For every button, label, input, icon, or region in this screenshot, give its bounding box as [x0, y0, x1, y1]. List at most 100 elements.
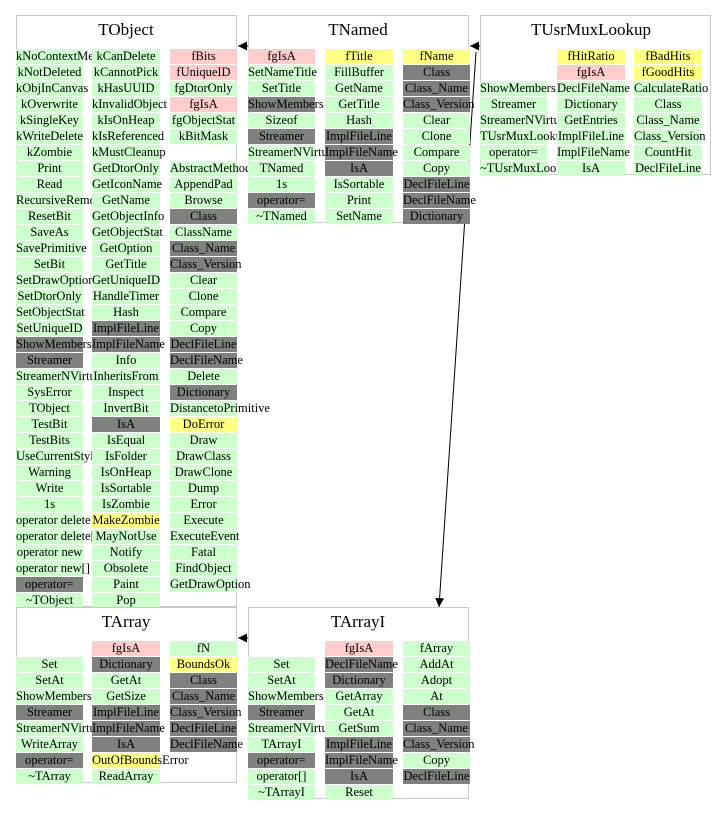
member-function: Hash — [325, 113, 393, 128]
member-function: kHasUUID — [92, 81, 160, 96]
member-function: operator= — [16, 577, 83, 592]
member-function: Hash — [92, 305, 160, 320]
link-tusrmuxlookup-tarrayi — [435, 51, 477, 608]
member-function: ClassName — [170, 225, 237, 240]
member-function: IsSortable — [325, 177, 393, 192]
data-member: fgIsA — [325, 641, 393, 656]
member-function: ImplFileLine — [92, 705, 160, 720]
member-function: Dictionary — [92, 657, 160, 672]
member-function: GetTitle — [92, 257, 160, 272]
member-function: Copy — [403, 161, 470, 176]
member-function: kWriteDelete — [16, 129, 83, 144]
member-function: kSingleKey — [16, 113, 83, 128]
member-function: At — [403, 689, 470, 704]
member-function: GetName — [325, 81, 393, 96]
class-title: TArrayI — [330, 612, 386, 631]
member-function: Browse — [170, 193, 237, 208]
member-function: Class_Version — [403, 737, 475, 752]
member-function: Compare — [403, 145, 470, 160]
member-function: Error — [170, 497, 237, 512]
member-function: DistancetoPrimitive — [170, 401, 270, 416]
data-member: MakeZombie — [92, 513, 160, 528]
member-function: StreamerNVirtual — [248, 721, 337, 736]
member-function: GetAt — [92, 673, 160, 688]
member-function: ~TArray — [16, 769, 83, 784]
member-function: SetUniqueID — [16, 321, 83, 336]
member-function: Dictionary — [325, 673, 393, 688]
member-function: Streamer — [248, 705, 315, 720]
member-function: Pop — [92, 593, 160, 608]
member-function: ~TNamed — [248, 209, 315, 224]
member-function: GetAt — [325, 705, 393, 720]
member-function: SetObjectStat — [16, 305, 85, 320]
member-function: Dump — [170, 481, 237, 496]
member-function: TestBit — [16, 417, 83, 432]
member-function: ImplFileName — [557, 145, 630, 160]
member-function: 1s — [16, 497, 83, 512]
member-function: DrawClass — [170, 449, 237, 464]
member-function: SetNameTitle — [248, 65, 317, 80]
member-function: SetAt — [248, 673, 315, 688]
member-function: Class_Name — [170, 241, 237, 256]
member-function: kIsOnHeap — [92, 113, 160, 128]
member-function: ShowMembers — [248, 689, 324, 704]
member-function: fN — [170, 641, 237, 656]
member-function: StreamerNVirtual — [16, 721, 105, 736]
member-function: 1s — [248, 177, 315, 192]
member-function: kNoContextMenu — [16, 49, 107, 64]
member-function: Inspect — [92, 385, 160, 400]
member-function: SetTitle — [248, 81, 315, 96]
member-function: Streamer — [16, 353, 83, 368]
member-function: Delete — [170, 369, 237, 384]
member-function: Streamer — [16, 705, 83, 720]
member-function: operator delete — [16, 513, 91, 528]
member-function: Class_Name — [634, 113, 702, 128]
member-function: UseCurrentStyle — [16, 449, 100, 464]
member-function: fgDtorOnly — [170, 81, 237, 96]
member-function: ~TUsrMuxLookup — [480, 161, 575, 176]
member-function: operator new[] — [16, 561, 90, 576]
member-function: SavePrimitive — [16, 241, 87, 256]
member-function: GetSum — [325, 721, 393, 736]
member-function: operator delete[] — [16, 529, 99, 544]
member-function: SetAt — [16, 673, 83, 688]
member-function: DeclFileName — [170, 737, 243, 752]
member-function: ~TObject — [16, 593, 83, 608]
member-function: operator= — [480, 145, 547, 160]
member-function: Sizeof — [248, 113, 315, 128]
member-function: GetOption — [92, 241, 160, 256]
class-title: TNamed — [328, 20, 388, 39]
member-function: IsFolder — [92, 449, 160, 464]
member-function: AbstractMethod — [170, 161, 252, 176]
member-function: TestBits — [16, 433, 83, 448]
member-function: Class_Version — [170, 257, 242, 272]
member-function: kCanDelete — [92, 49, 160, 64]
member-function: IsA — [325, 769, 393, 784]
member-function: ImplFileName — [92, 337, 165, 352]
member-function: CountHit — [634, 145, 702, 160]
member-function: ImplFileLine — [325, 129, 393, 144]
member-function: GetIconName — [92, 177, 163, 192]
member-function: DeclFileName — [557, 81, 630, 96]
class-title: TUsrMuxLookup — [531, 20, 651, 39]
member-function: kOverwrite — [16, 97, 83, 112]
data-member: fGoodHits — [634, 65, 702, 80]
member-function: IsA — [325, 161, 393, 176]
data-member: fgIsA — [557, 65, 625, 80]
member-function: DeclFileName — [170, 353, 243, 368]
member-function: ShowMembers — [16, 337, 92, 352]
member-function: ImplFileLine — [557, 129, 625, 144]
member-function: Fatal — [170, 545, 237, 560]
member-function: kIsReferenced — [92, 129, 165, 144]
data-member: fTitle — [325, 49, 393, 64]
member-function: GetArray — [325, 689, 393, 704]
member-function: Compare — [170, 305, 237, 320]
member-function: DeclFileName — [403, 193, 476, 208]
data-member: fHitRatio — [557, 49, 625, 64]
member-function: Streamer — [480, 97, 547, 112]
member-function: operator= — [248, 193, 315, 208]
member-function: kInvalidObject — [92, 97, 167, 112]
member-function: Execute — [170, 513, 237, 528]
member-function: kCannotPick — [92, 65, 160, 80]
member-function: kMustCleanup — [92, 145, 166, 160]
